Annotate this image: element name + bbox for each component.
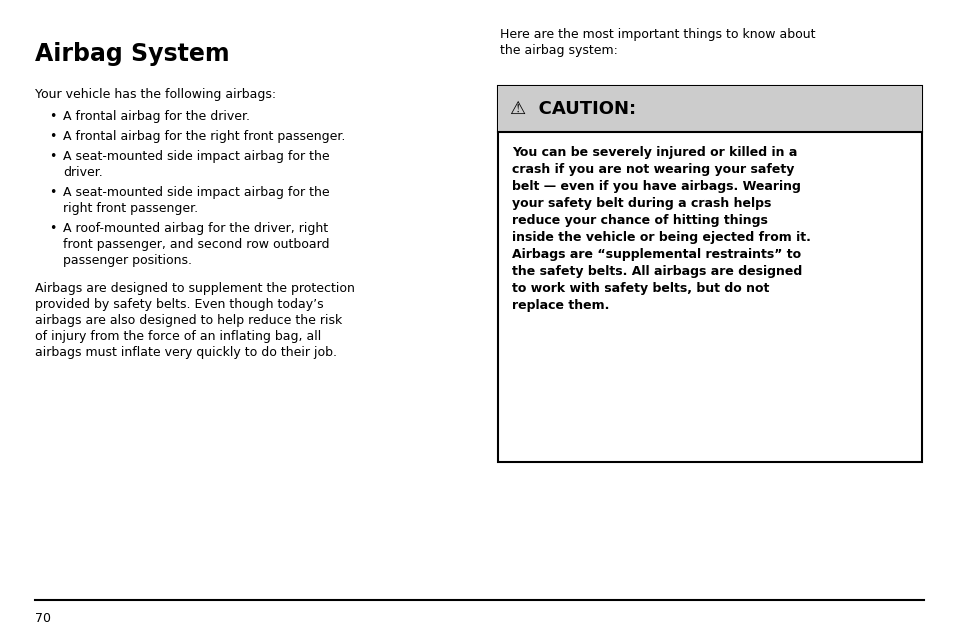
Text: airbags are also designed to help reduce the risk: airbags are also designed to help reduce… bbox=[35, 314, 342, 327]
Text: the airbag system:: the airbag system: bbox=[499, 44, 618, 57]
Text: •: • bbox=[49, 130, 56, 143]
Text: provided by safety belts. Even though today’s: provided by safety belts. Even though to… bbox=[35, 298, 323, 311]
Text: crash if you are not wearing your safety: crash if you are not wearing your safety bbox=[512, 163, 794, 176]
Text: You can be severely injured or killed in a: You can be severely injured or killed in… bbox=[512, 146, 797, 159]
Text: •: • bbox=[49, 110, 56, 123]
Text: front passenger, and second row outboard: front passenger, and second row outboard bbox=[63, 238, 329, 251]
Text: A frontal airbag for the right front passenger.: A frontal airbag for the right front pas… bbox=[63, 130, 345, 143]
Text: Airbags are designed to supplement the protection: Airbags are designed to supplement the p… bbox=[35, 282, 355, 295]
Text: A seat-mounted side impact airbag for the: A seat-mounted side impact airbag for th… bbox=[63, 186, 330, 199]
Text: A seat-mounted side impact airbag for the: A seat-mounted side impact airbag for th… bbox=[63, 150, 330, 163]
Bar bbox=[497, 86, 921, 132]
Text: the safety belts. All airbags are designed: the safety belts. All airbags are design… bbox=[512, 265, 801, 278]
Text: A roof-mounted airbag for the driver, right: A roof-mounted airbag for the driver, ri… bbox=[63, 222, 328, 235]
Text: ⚠  CAUTION:: ⚠ CAUTION: bbox=[510, 100, 636, 118]
Text: •: • bbox=[49, 150, 56, 163]
Text: belt — even if you have airbags. Wearing: belt — even if you have airbags. Wearing bbox=[512, 180, 800, 193]
Text: •: • bbox=[49, 222, 56, 235]
Text: Your vehicle has the following airbags:: Your vehicle has the following airbags: bbox=[35, 88, 275, 101]
Text: inside the vehicle or being ejected from it.: inside the vehicle or being ejected from… bbox=[512, 231, 810, 244]
Text: replace them.: replace them. bbox=[512, 299, 609, 312]
Text: driver.: driver. bbox=[63, 166, 103, 179]
Text: Here are the most important things to know about: Here are the most important things to kn… bbox=[499, 28, 815, 41]
Text: to work with safety belts, but do not: to work with safety belts, but do not bbox=[512, 282, 768, 295]
Text: •: • bbox=[49, 186, 56, 199]
Bar bbox=[497, 86, 921, 462]
Text: Airbag System: Airbag System bbox=[35, 42, 230, 66]
Text: 70: 70 bbox=[35, 612, 51, 625]
Text: Airbags are “supplemental restraints” to: Airbags are “supplemental restraints” to bbox=[512, 248, 801, 261]
Text: your safety belt during a crash helps: your safety belt during a crash helps bbox=[512, 197, 771, 210]
Text: airbags must inflate very quickly to do their job.: airbags must inflate very quickly to do … bbox=[35, 346, 336, 359]
Text: right front passenger.: right front passenger. bbox=[63, 202, 198, 215]
Text: A frontal airbag for the driver.: A frontal airbag for the driver. bbox=[63, 110, 250, 123]
Text: passenger positions.: passenger positions. bbox=[63, 254, 192, 267]
Text: of injury from the force of an inflating bag, all: of injury from the force of an inflating… bbox=[35, 330, 321, 343]
Text: reduce your chance of hitting things: reduce your chance of hitting things bbox=[512, 214, 767, 227]
